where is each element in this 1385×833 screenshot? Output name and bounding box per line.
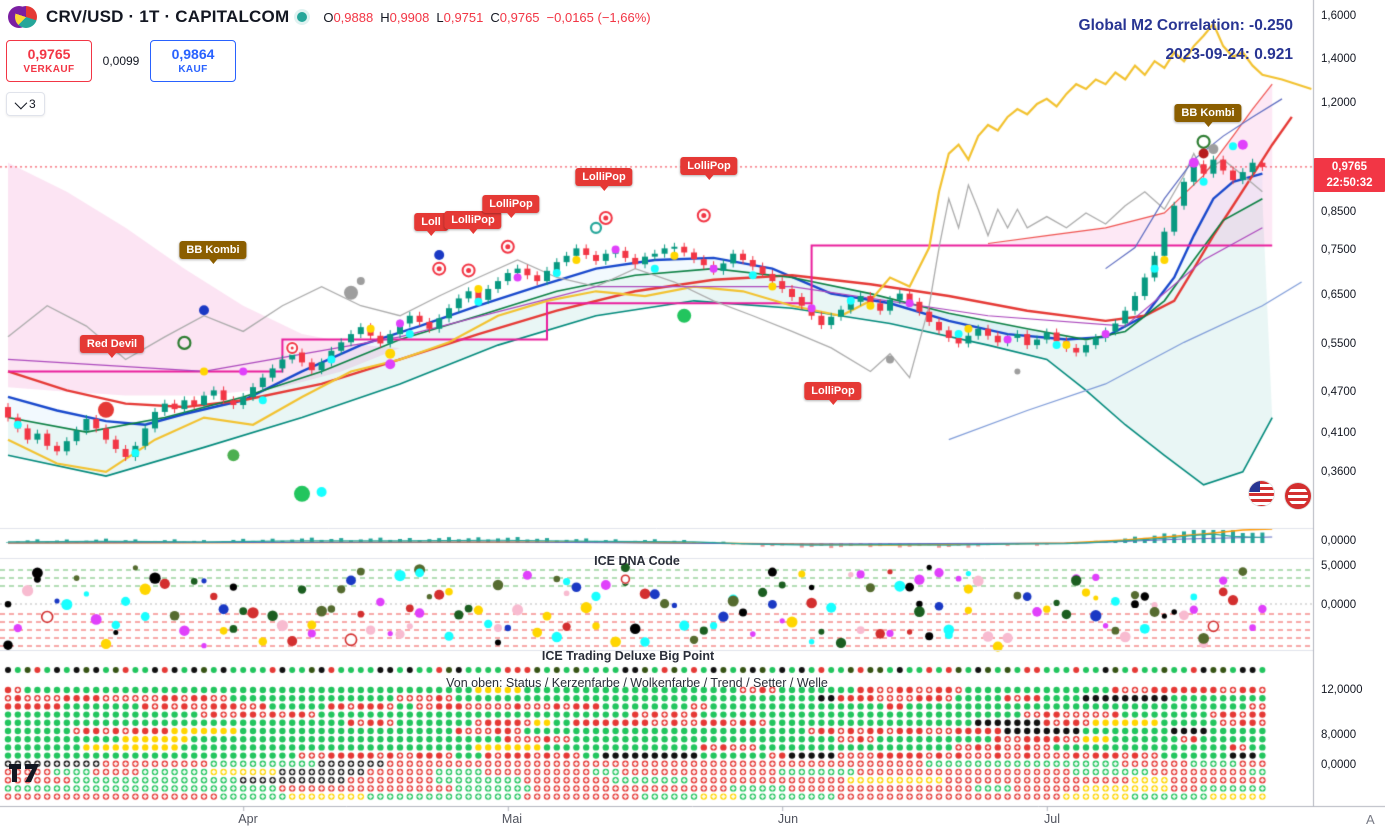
price-axis-label: 0,4700 (1321, 386, 1357, 398)
chevron-down-icon (14, 96, 28, 109)
callout-pointer-icon (505, 212, 516, 218)
striped-flag-icon (1285, 483, 1311, 509)
callout-label[interactable]: LolliPop (680, 157, 738, 180)
panel-title: ICE DNA Code (594, 554, 680, 568)
price-axis-label: 0,8500 (1321, 206, 1357, 218)
callout-pointer-icon (1202, 121, 1213, 127)
callout-pointer-icon (467, 228, 478, 234)
bar-countdown: 22:50:32 (1326, 177, 1373, 189)
price-axis-label: 1,6000 (1321, 10, 1357, 22)
panel-title: ICE Trading Deluxe Big Point (541, 649, 715, 663)
callout-label[interactable]: Loll (414, 213, 448, 236)
callout-pointer-icon (426, 230, 436, 236)
last-price: 0,9765 (1331, 161, 1368, 173)
us-flag-icon (1249, 481, 1274, 506)
callout-pointer-icon (106, 352, 117, 358)
time-axis-label: Apr (238, 812, 258, 826)
buy-button[interactable]: 0,9864 KAUF (150, 40, 236, 82)
price-axis-label: 1,4000 (1321, 53, 1357, 65)
change-readout: −0,0165 (−1,66%) (546, 9, 651, 25)
price-axis-label: 0,0000 (1321, 535, 1357, 547)
callout-pointer-icon (703, 174, 714, 180)
trade-widget: 0,9765 VERKAUF 0,0099 0,9864 KAUF (6, 40, 236, 82)
symbol-logo-icon (8, 6, 38, 28)
callout-label[interactable]: LolliPop (482, 195, 540, 218)
callout-label[interactable]: BB Kombi (179, 241, 247, 264)
spread-value: 0,0099 (102, 54, 140, 68)
price-axis-label: 0,4100 (1321, 427, 1357, 439)
indicator-count: 3 (29, 97, 36, 111)
price-axis-label: 8,0000 (1321, 729, 1357, 741)
axis-settings-button[interactable]: A (1366, 812, 1375, 827)
indicators-collapse-button[interactable]: 3 (6, 92, 45, 116)
callout-label[interactable]: LolliPop (444, 211, 502, 234)
price-axis-label: 0,0000 (1321, 759, 1357, 771)
price-axis-label: 5,0000 (1321, 560, 1357, 572)
callout-label[interactable]: LolliPop (575, 168, 633, 191)
chart-header: CRV/USD · 1T · CAPITALCOM O0,9888 H0,990… (8, 6, 651, 28)
price-axis-label: 0,6500 (1321, 289, 1357, 301)
callout-label[interactable]: BB Kombi (1174, 104, 1242, 127)
price-axis-label: 0,5500 (1321, 338, 1357, 350)
symbol-title[interactable]: CRV/USD · 1T · CAPITALCOM (46, 7, 290, 26)
last-price-badge: 0,9765 22:50:32 (1314, 158, 1385, 192)
time-axis-label: Mai (501, 812, 523, 826)
price-axis-label: 0,3600 (1321, 466, 1357, 478)
sell-button[interactable]: 0,9765 VERKAUF (6, 40, 92, 82)
panel-title: Von oben: Status / Kerzenfarbe / Wolkenf… (446, 676, 828, 690)
price-axis-label: 0,0000 (1321, 599, 1357, 611)
m2-date-value: 2023-09-24: 0.921 (1165, 45, 1293, 63)
ohlc-readout: O0,9888 H0,9908 L0,9751 C0,9765 −0,0165 … (323, 9, 651, 25)
global-m2-readout: Global M2 Correlation: -0.250 2023-09-24… (1079, 12, 1293, 69)
callout-pointer-icon (207, 258, 218, 264)
price-axis-label: 0,7500 (1321, 244, 1357, 256)
callout-label[interactable]: LolliPop (804, 382, 862, 405)
m2-correlation: Global M2 Correlation: -0.250 (1078, 17, 1293, 34)
time-axis-label: Jul (1044, 812, 1060, 826)
tradingview-logo[interactable] (8, 762, 46, 789)
time-axis-label: Jun (777, 812, 799, 826)
callout-pointer-icon (598, 185, 609, 191)
price-axis-label: 1,2000 (1321, 97, 1357, 109)
callout-label[interactable]: Red Devil (79, 335, 145, 358)
market-status-icon (297, 12, 308, 22)
callout-pointer-icon (827, 399, 838, 405)
price-axis-label: 12,0000 (1321, 684, 1363, 696)
